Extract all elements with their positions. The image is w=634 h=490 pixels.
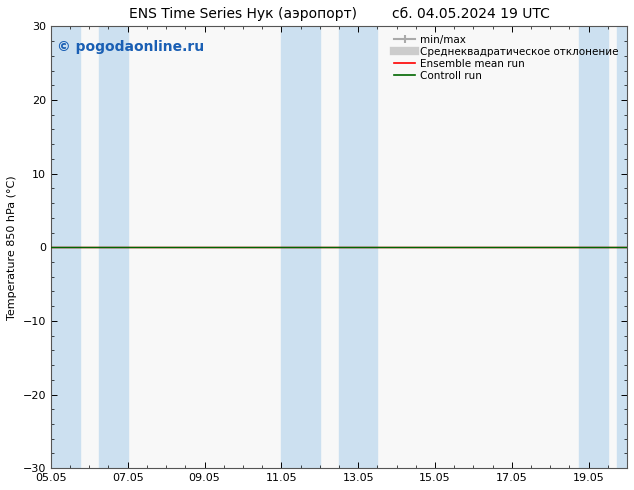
- Text: © pogodaonline.ru: © pogodaonline.ru: [56, 40, 204, 53]
- Bar: [281, 26, 320, 468]
- Legend: min/max, Среднеквадратическое отклонение, Ensemble mean run, Controll run: min/max, Среднеквадратическое отклонение…: [391, 31, 622, 84]
- Y-axis label: Temperature 850 hPa (°C): Temperature 850 hPa (°C): [7, 175, 17, 319]
- Bar: [339, 26, 377, 468]
- Bar: [618, 26, 627, 468]
- Bar: [51, 26, 80, 468]
- Bar: [579, 26, 608, 468]
- Title: ENS Time Series Нук (аэропорт)        сб. 04.05.2024 19 UTC: ENS Time Series Нук (аэропорт) сб. 04.05…: [129, 7, 550, 21]
- Bar: [99, 26, 127, 468]
